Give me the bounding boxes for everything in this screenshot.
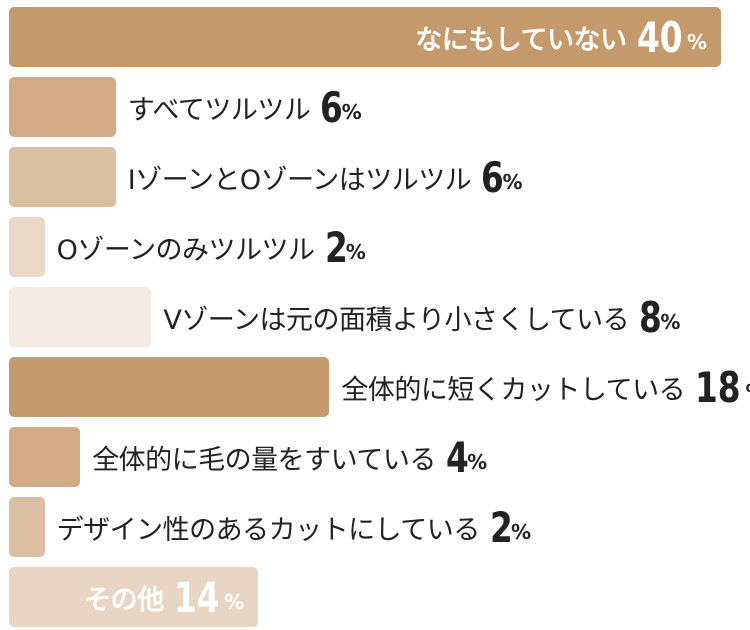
bar-label: 全体的に毛の量をすいている 4%	[92, 427, 487, 487]
unit-label: %	[224, 590, 245, 614]
bar	[9, 287, 152, 347]
bar	[9, 147, 116, 207]
category-label: 全体的に毛の量をすいている	[92, 444, 436, 476]
bar-label: Vゾーンは元の面積より小さくしている 8%	[163, 287, 680, 347]
unit-label: %	[511, 520, 532, 544]
unit-label: %	[502, 170, 523, 194]
bar-label: デザイン性のあるカットにしている 2%	[57, 497, 531, 557]
unit-label: %	[341, 100, 362, 124]
unit-label: %	[686, 30, 707, 54]
bar	[9, 7, 721, 67]
bar-label: Oゾーンのみツルツル 2%	[57, 217, 366, 277]
bar	[9, 357, 330, 417]
value-label: 14	[173, 572, 220, 622]
bar	[9, 77, 116, 137]
value-label: 40	[636, 12, 683, 62]
bar	[9, 427, 81, 487]
category-label: その他	[84, 584, 164, 616]
bar-label: すべてツルツル 6%	[128, 77, 362, 137]
bar-label: 全体的に短くカットしている 18%	[341, 357, 750, 417]
unit-label: %	[467, 450, 488, 474]
bar-label: IゾーンとOゾーンはツルツル 6%	[128, 147, 523, 207]
bar	[9, 567, 259, 627]
category-label: すべてツルツル	[127, 94, 311, 126]
value-label: 6	[320, 82, 344, 132]
value-label: 2	[324, 222, 348, 272]
value-label: 2	[489, 502, 513, 552]
bar-label: その他 14%	[84, 567, 244, 627]
bar	[9, 497, 45, 557]
category-label: なにもしていない	[415, 24, 627, 56]
bar	[9, 217, 45, 277]
category-label: IゾーンとOゾーンはツルツル	[127, 164, 472, 196]
unit-label: %	[746, 380, 750, 404]
category-label: Oゾーンのみツルツル	[56, 234, 315, 266]
unit-label: %	[660, 310, 681, 334]
bar-label: なにもしていない 40%	[415, 7, 707, 67]
category-label: Vゾーンは元の面積より小さくしている	[163, 304, 630, 336]
category-label: デザイン性のあるカットにしている	[56, 514, 481, 546]
value-label: 8	[639, 292, 662, 342]
value-label: 18	[695, 362, 741, 412]
unit-label: %	[345, 240, 366, 264]
category-label: 全体的に短くカットしている	[341, 374, 686, 406]
value-label: 4	[445, 432, 469, 482]
value-label: 6	[481, 152, 505, 202]
